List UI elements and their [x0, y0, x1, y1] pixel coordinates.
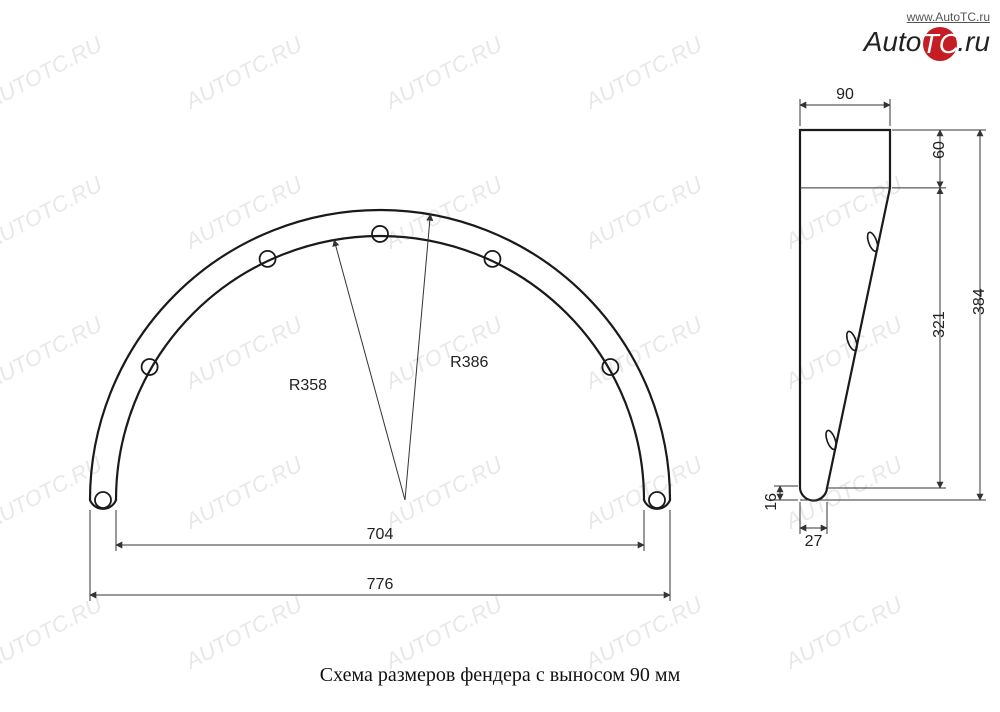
- svg-text:384: 384: [971, 288, 988, 315]
- technical-drawing: R358 R386 704 776 90 60 321 384 16 27: [0, 0, 1000, 712]
- figure-caption: Схема размеров фендера с выносом 90 мм: [320, 664, 680, 687]
- side-view: 90 60 321 384 16 27: [763, 86, 988, 550]
- svg-text:27: 27: [805, 533, 823, 550]
- svg-text:90: 90: [836, 86, 854, 103]
- svg-text:776: 776: [367, 576, 394, 593]
- svg-text:R358: R358: [289, 377, 327, 394]
- svg-text:60: 60: [931, 141, 948, 159]
- svg-text:16: 16: [763, 493, 780, 511]
- front-view: R358 R386 704 776: [90, 210, 670, 601]
- svg-text:321: 321: [931, 311, 948, 338]
- svg-text:704: 704: [367, 526, 394, 543]
- svg-text:R386: R386: [450, 354, 488, 371]
